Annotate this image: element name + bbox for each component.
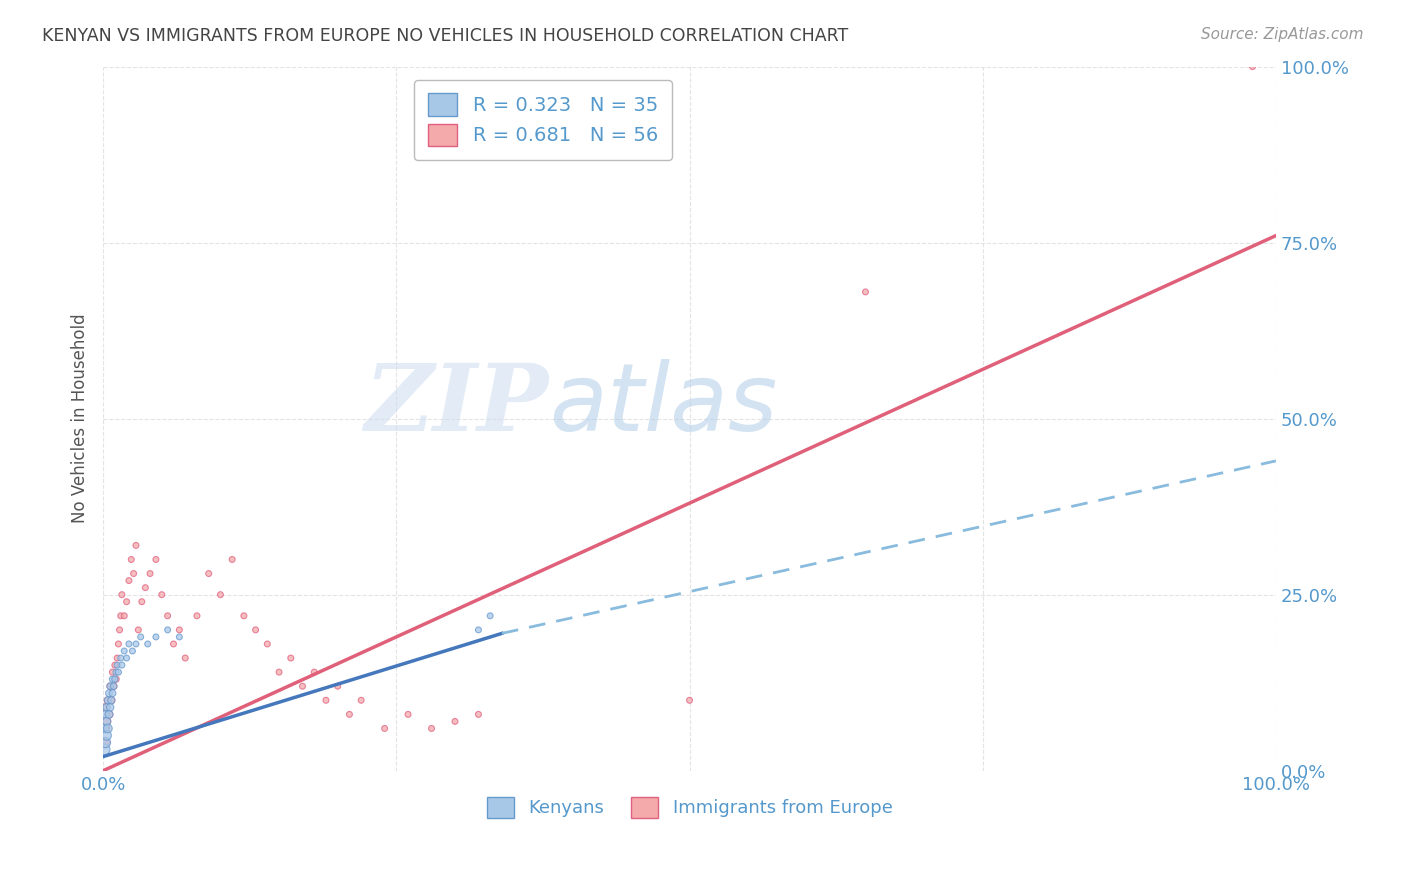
Point — [169, 630, 191, 644]
Point — [145, 552, 167, 566]
Point — [107, 637, 129, 651]
Point — [134, 581, 156, 595]
Point — [111, 588, 134, 602]
Point — [98, 686, 121, 700]
Point — [232, 608, 254, 623]
Point — [104, 672, 127, 686]
Point — [94, 722, 117, 736]
Point — [105, 665, 128, 679]
Y-axis label: No Vehicles in Household: No Vehicles in Household — [72, 314, 89, 524]
Point — [467, 707, 489, 722]
Point — [96, 714, 118, 729]
Point — [98, 707, 121, 722]
Point — [145, 630, 167, 644]
Point — [115, 595, 138, 609]
Point — [467, 623, 489, 637]
Point — [156, 608, 179, 623]
Point — [256, 637, 278, 651]
Point — [112, 608, 135, 623]
Point — [101, 665, 124, 679]
Point — [174, 651, 197, 665]
Point — [105, 658, 128, 673]
Point — [98, 679, 121, 693]
Text: ZIP: ZIP — [364, 359, 548, 450]
Point — [101, 672, 124, 686]
Point — [111, 658, 134, 673]
Point — [118, 574, 141, 588]
Point — [479, 608, 502, 623]
Point — [121, 644, 143, 658]
Point — [420, 722, 443, 736]
Point — [93, 735, 115, 749]
Point — [105, 651, 128, 665]
Point — [96, 700, 118, 714]
Point — [396, 707, 419, 722]
Point — [100, 693, 122, 707]
Point — [97, 722, 120, 736]
Point — [110, 608, 132, 623]
Point — [98, 700, 121, 714]
Point — [115, 651, 138, 665]
Point — [103, 679, 125, 693]
Point — [156, 623, 179, 637]
Point — [97, 693, 120, 707]
Point — [103, 679, 125, 693]
Point — [110, 651, 132, 665]
Point — [94, 700, 117, 714]
Point — [162, 637, 184, 651]
Point — [125, 637, 148, 651]
Point — [108, 623, 131, 637]
Point — [112, 644, 135, 658]
Point — [94, 735, 117, 749]
Point — [100, 693, 122, 707]
Point — [120, 552, 142, 566]
Point — [127, 623, 149, 637]
Point — [94, 707, 117, 722]
Point — [339, 707, 361, 722]
Text: atlas: atlas — [548, 359, 778, 450]
Point — [855, 285, 877, 299]
Point — [326, 679, 349, 693]
Point — [97, 693, 120, 707]
Point — [280, 651, 302, 665]
Point — [267, 665, 290, 679]
Point — [107, 665, 129, 679]
Point — [118, 637, 141, 651]
Point — [186, 608, 208, 623]
Point — [96, 729, 118, 743]
Point — [96, 714, 118, 729]
Point — [139, 566, 162, 581]
Point — [150, 588, 173, 602]
Point — [315, 693, 337, 707]
Point — [122, 566, 145, 581]
Point — [98, 679, 121, 693]
Point — [197, 566, 219, 581]
Point — [125, 538, 148, 552]
Point — [374, 722, 396, 736]
Point — [221, 552, 243, 566]
Point — [104, 658, 127, 673]
Point — [101, 686, 124, 700]
Point — [105, 672, 128, 686]
Point — [209, 588, 232, 602]
Point — [245, 623, 267, 637]
Legend: Kenyans, Immigrants from Europe: Kenyans, Immigrants from Europe — [479, 789, 900, 825]
Point — [350, 693, 373, 707]
Point — [136, 637, 159, 651]
Point — [678, 693, 700, 707]
Point — [98, 707, 121, 722]
Point — [93, 722, 115, 736]
Point — [291, 679, 314, 693]
Point — [444, 714, 467, 729]
Point — [131, 595, 153, 609]
Text: KENYAN VS IMMIGRANTS FROM EUROPE NO VEHICLES IN HOUSEHOLD CORRELATION CHART: KENYAN VS IMMIGRANTS FROM EUROPE NO VEHI… — [42, 27, 848, 45]
Text: Source: ZipAtlas.com: Source: ZipAtlas.com — [1201, 27, 1364, 42]
Point — [169, 623, 191, 637]
Point — [1241, 60, 1264, 74]
Point — [302, 665, 325, 679]
Point — [93, 742, 115, 756]
Point — [129, 630, 152, 644]
